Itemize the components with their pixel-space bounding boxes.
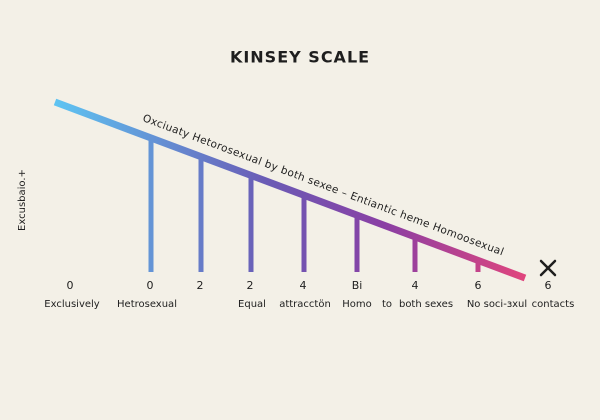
number: 2 [247, 279, 254, 292]
diagonal-line [53, 98, 527, 282]
x-mark [539, 259, 557, 277]
label: Homo [342, 299, 372, 310]
number: 4 [300, 279, 307, 292]
diagonal-label: Oxciuaty Hetorosexual by both sexee – En… [141, 112, 506, 258]
bars [148, 138, 481, 272]
side-label: Excusbaio.+ [17, 169, 28, 231]
label: attracctön [279, 299, 331, 310]
labels: Exclusively Hetrosexual Equal attracctön… [44, 299, 574, 310]
number: 4 [412, 279, 419, 292]
number: Bi [352, 279, 363, 292]
x-stroke [539, 259, 557, 277]
label: both sexes [399, 299, 453, 310]
number: 0 [67, 279, 74, 292]
label: to [382, 299, 392, 310]
label: contacts [532, 299, 575, 310]
number: 0 [147, 279, 154, 292]
label: Equal [238, 299, 266, 310]
number: 6 [475, 279, 482, 292]
label: No soci-ɜxul [467, 299, 527, 310]
numbers: 0 0 2 2 4 Bi 4 6 6 [67, 279, 552, 292]
label: Hetrosexual [117, 299, 177, 310]
label: Exclusively [44, 299, 100, 310]
number: 2 [197, 279, 204, 292]
title: KINSEY SCALE [230, 48, 370, 67]
number: 6 [545, 279, 552, 292]
